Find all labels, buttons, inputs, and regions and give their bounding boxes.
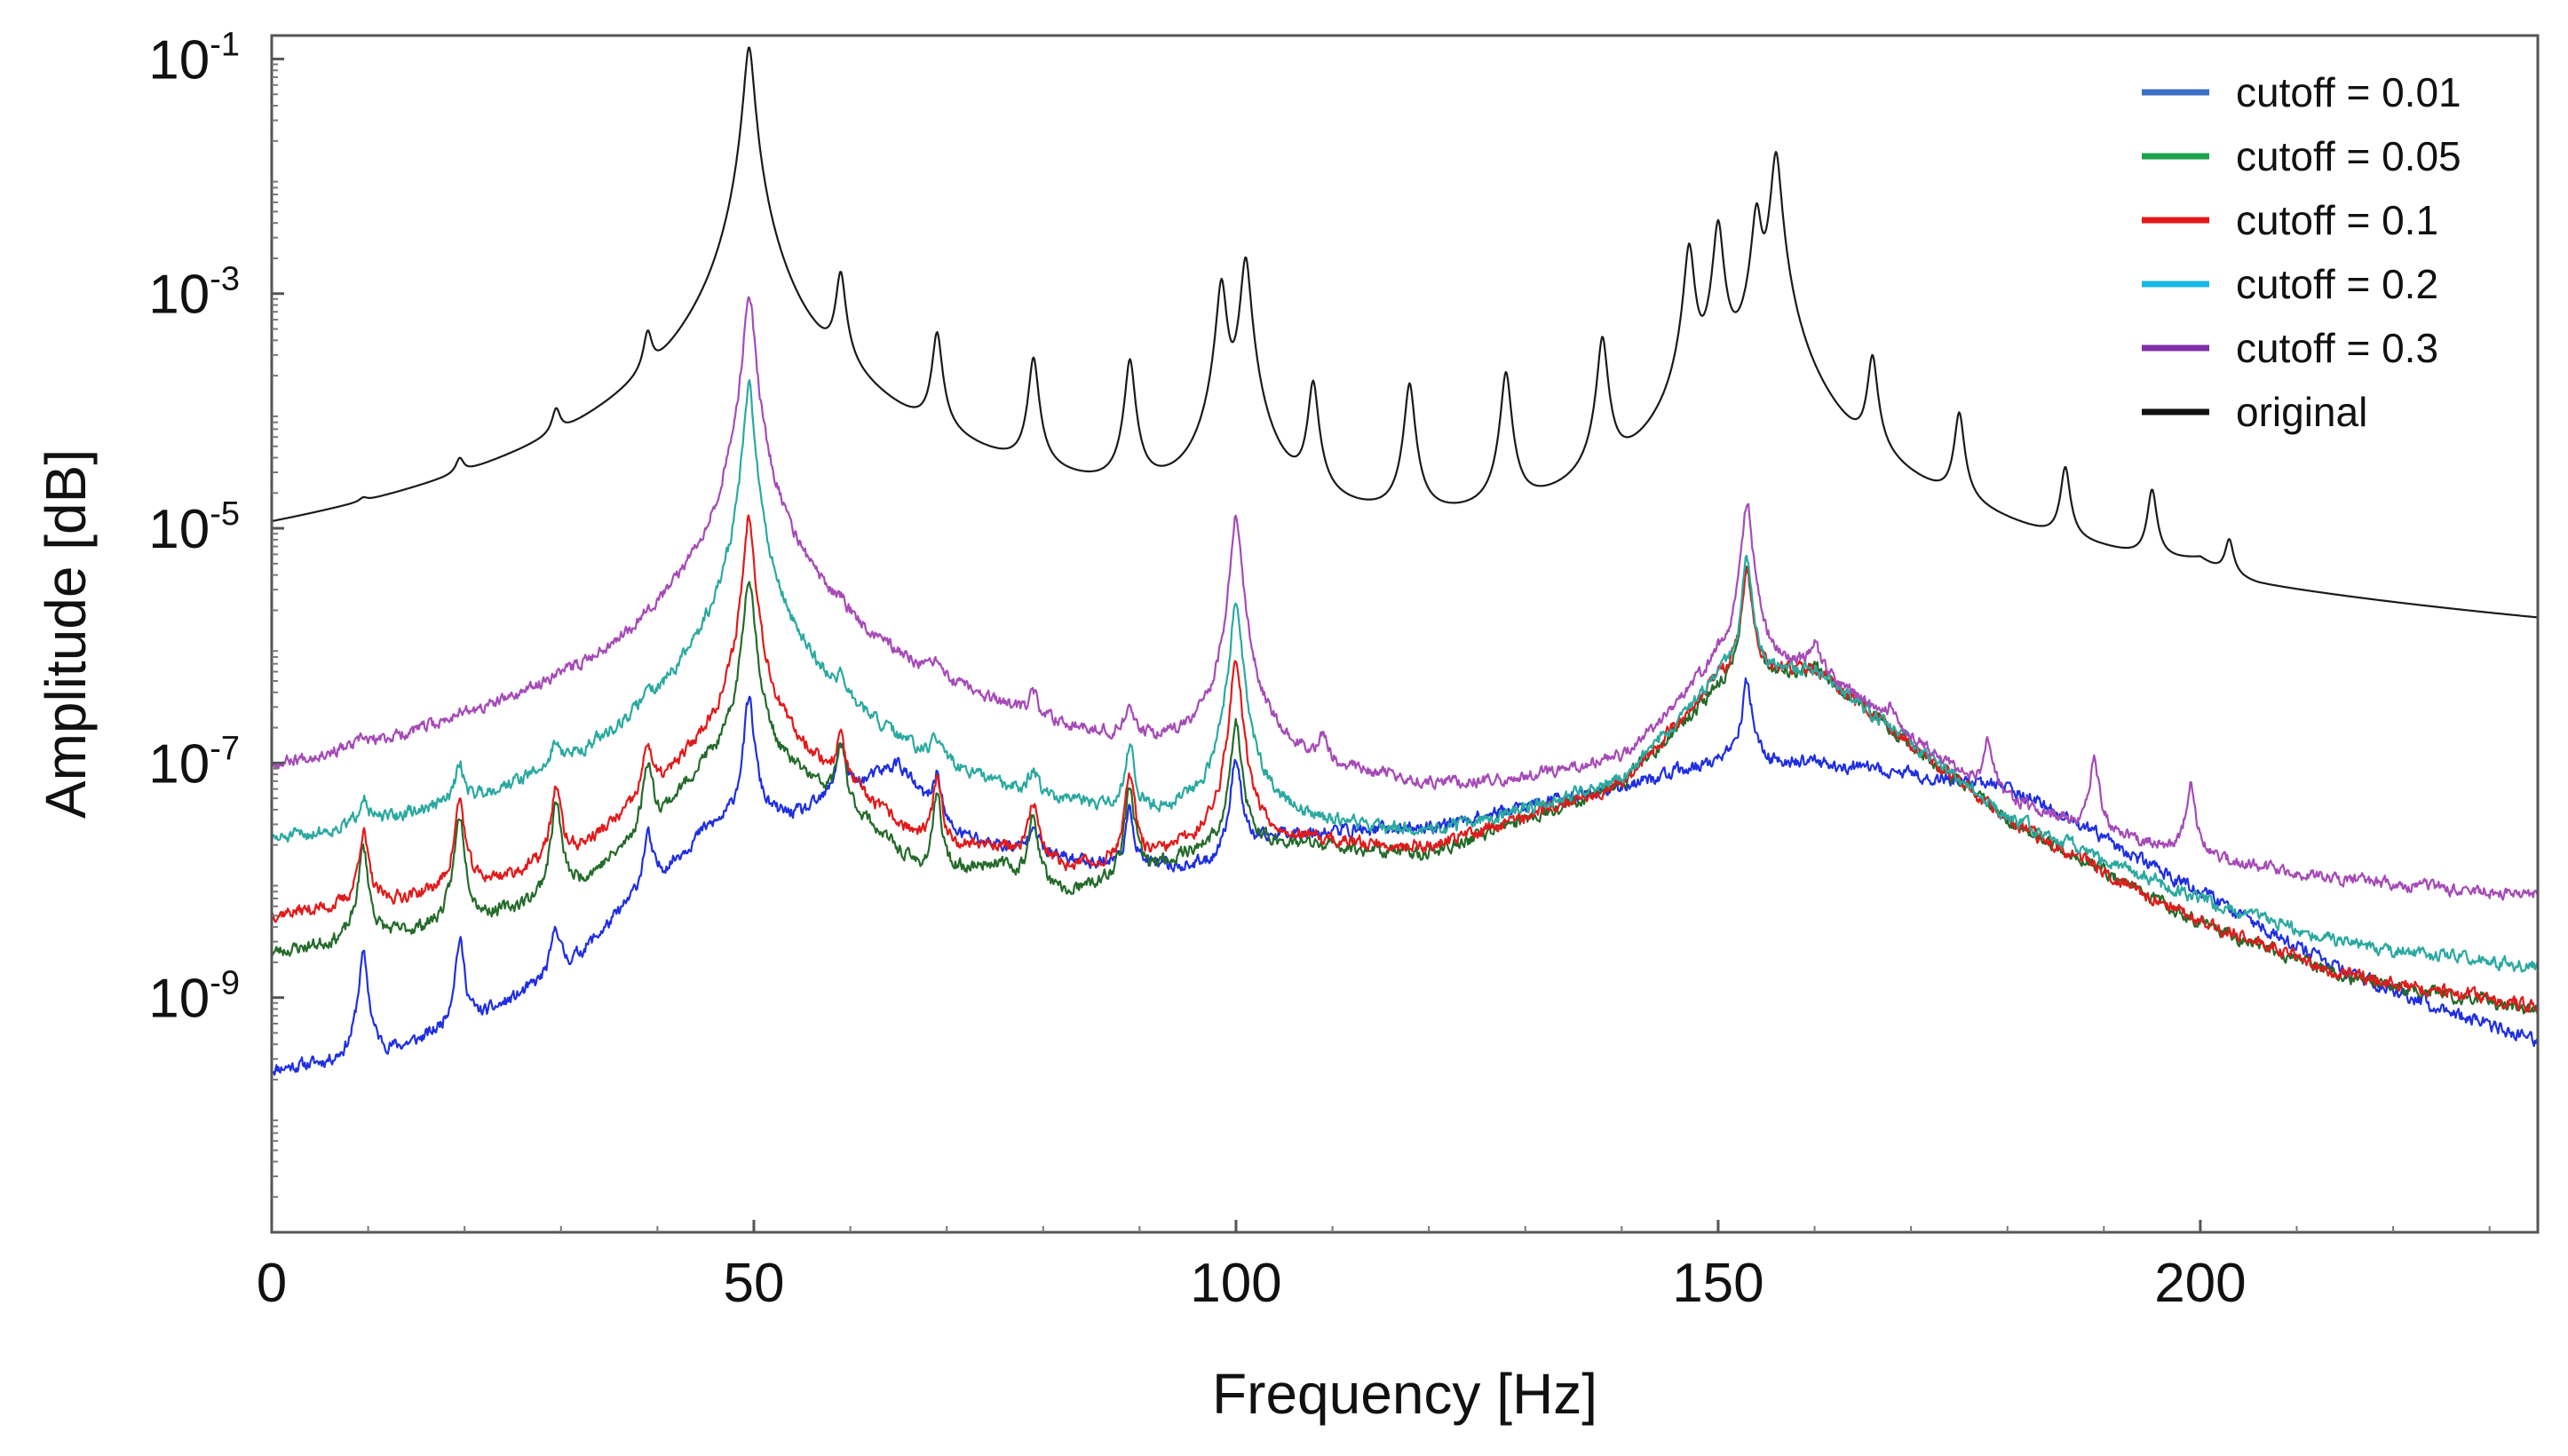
legend-label: cutoff = 0.01 [2236, 69, 2461, 115]
y-tick-label: 10-5 [148, 495, 240, 560]
y-tick-exponent: -1 [210, 26, 240, 63]
y-tick-exponent: -9 [210, 965, 240, 1002]
y-axis-label: Amplitude [dB] [34, 449, 98, 819]
y-tick-base: 10 [148, 29, 210, 91]
legend-label: cutoff = 0.3 [2236, 325, 2438, 371]
x-axis: 0 50 100 150 200 [257, 1220, 2491, 1314]
legend-label: cutoff = 0.05 [2236, 133, 2461, 179]
x-tick-label: 100 [1190, 1253, 1281, 1314]
plot-frame [270, 34, 2540, 1234]
series-line-5 [271, 46, 2539, 619]
y-axis: 10-110-310-510-710-9 [148, 26, 284, 1199]
y-tick-base: 10 [148, 265, 210, 326]
legend-label: cutoff = 0.2 [2236, 261, 2438, 307]
series-line-2 [270, 514, 2539, 1013]
series-layer [270, 46, 2540, 1076]
y-tick-label: 10-3 [148, 261, 240, 326]
x-tick-label: 200 [2154, 1253, 2246, 1314]
y-tick-label: 10-1 [148, 26, 240, 91]
y-tick-base: 10 [148, 733, 210, 795]
x-tick-label: 0 [257, 1253, 287, 1314]
y-tick-base: 10 [148, 969, 210, 1030]
legend: cutoff = 0.01 cutoff = 0.05 cutoff = 0.1 cu… [2142, 69, 2461, 435]
series-line-4 [271, 296, 2539, 901]
plot-background [272, 36, 2538, 1232]
y-tick-label: 10-7 [148, 730, 240, 795]
legend-label: cutoff = 0.1 [2236, 197, 2438, 243]
y-tick-exponent: -5 [210, 495, 240, 533]
x-tick-label: 50 [723, 1253, 784, 1314]
y-tick-label: 10-9 [148, 965, 240, 1030]
y-tick-exponent: -3 [210, 261, 240, 298]
series-line-3 [270, 379, 2540, 973]
x-tick-label: 150 [1672, 1253, 1764, 1314]
y-tick-base: 10 [148, 499, 210, 560]
y-tick-exponent: -7 [210, 730, 240, 767]
x-axis-label: Frequency [Hz] [1212, 1362, 1597, 1426]
legend-label: original [2236, 389, 2367, 435]
